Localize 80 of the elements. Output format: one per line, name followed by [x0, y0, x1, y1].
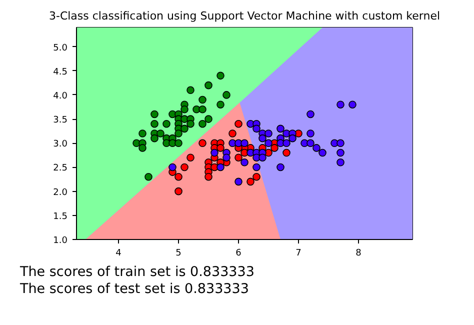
point: [204, 115, 212, 123]
point: [282, 139, 290, 148]
point: [216, 72, 224, 80]
y-tick-label: 2.5: [53, 164, 68, 174]
point: [150, 110, 158, 118]
y-tick-label: 4.0: [53, 91, 68, 102]
point: [186, 120, 194, 128]
point: [168, 163, 176, 172]
x-tick-label: 8: [356, 248, 362, 258]
point: [252, 172, 260, 181]
point: [240, 139, 248, 148]
point: [234, 154, 242, 162]
y-tick-label: 2.0: [53, 188, 68, 198]
y-tick-label: 3.5: [53, 116, 68, 126]
x-tick-label: 7: [296, 248, 302, 258]
point: [180, 106, 188, 114]
point: [150, 134, 158, 142]
point: [144, 172, 152, 181]
point: [216, 163, 224, 172]
y-tick-label: 3.0: [53, 140, 68, 150]
point: [216, 100, 224, 108]
point: [228, 130, 236, 138]
point: [276, 163, 284, 172]
point: [204, 81, 212, 90]
point: [216, 144, 224, 152]
point: [198, 139, 206, 148]
y-tick-label: 5.0: [53, 43, 68, 54]
point: [186, 86, 194, 94]
point: [174, 187, 182, 196]
text: The scores of test set is 0.833333: [20, 281, 249, 297]
point: [306, 130, 314, 138]
point: [252, 163, 260, 172]
point: [318, 148, 326, 157]
point: [270, 144, 278, 152]
text: The scores of train set is 0.833333: [20, 264, 254, 280]
point: [138, 144, 146, 152]
x-tick-label: 6: [236, 248, 242, 258]
point: [264, 139, 272, 148]
point: [336, 148, 344, 157]
point: [312, 144, 320, 152]
point: [306, 110, 314, 118]
point: [282, 148, 290, 157]
point: [348, 100, 356, 108]
point: [174, 139, 182, 148]
point: [306, 139, 314, 148]
point: [210, 148, 218, 157]
point: [234, 120, 242, 128]
x-tick-label: 4: [116, 248, 122, 258]
point: [252, 124, 260, 133]
point: [288, 134, 296, 142]
point: [336, 158, 344, 166]
chart-title: 3-Class classification using Support Vector Machine with custom kernel: [48, 10, 440, 22]
point: [204, 172, 212, 181]
point: [180, 163, 188, 172]
point: [198, 96, 206, 104]
y-tick-label: 4.5: [53, 67, 68, 78]
y-tick-label: 1.5: [53, 212, 68, 222]
point: [264, 130, 272, 138]
point: [156, 130, 164, 138]
y-tick-label: 1.0: [53, 236, 68, 246]
point: [258, 134, 266, 142]
point: [258, 154, 266, 162]
point: [336, 100, 344, 108]
point: [240, 158, 248, 166]
point: [150, 120, 158, 128]
point: [174, 130, 182, 138]
point: [174, 172, 182, 181]
point: [246, 178, 254, 186]
point: [186, 154, 194, 162]
point: [138, 130, 146, 138]
point: [222, 154, 230, 162]
x-tick-label: 5: [176, 248, 182, 258]
point: [180, 124, 188, 133]
point: [234, 178, 242, 186]
point: [222, 91, 230, 99]
point: [198, 120, 206, 128]
point: [198, 106, 206, 114]
point: [276, 124, 284, 133]
point: [162, 120, 170, 128]
point: [336, 139, 344, 148]
